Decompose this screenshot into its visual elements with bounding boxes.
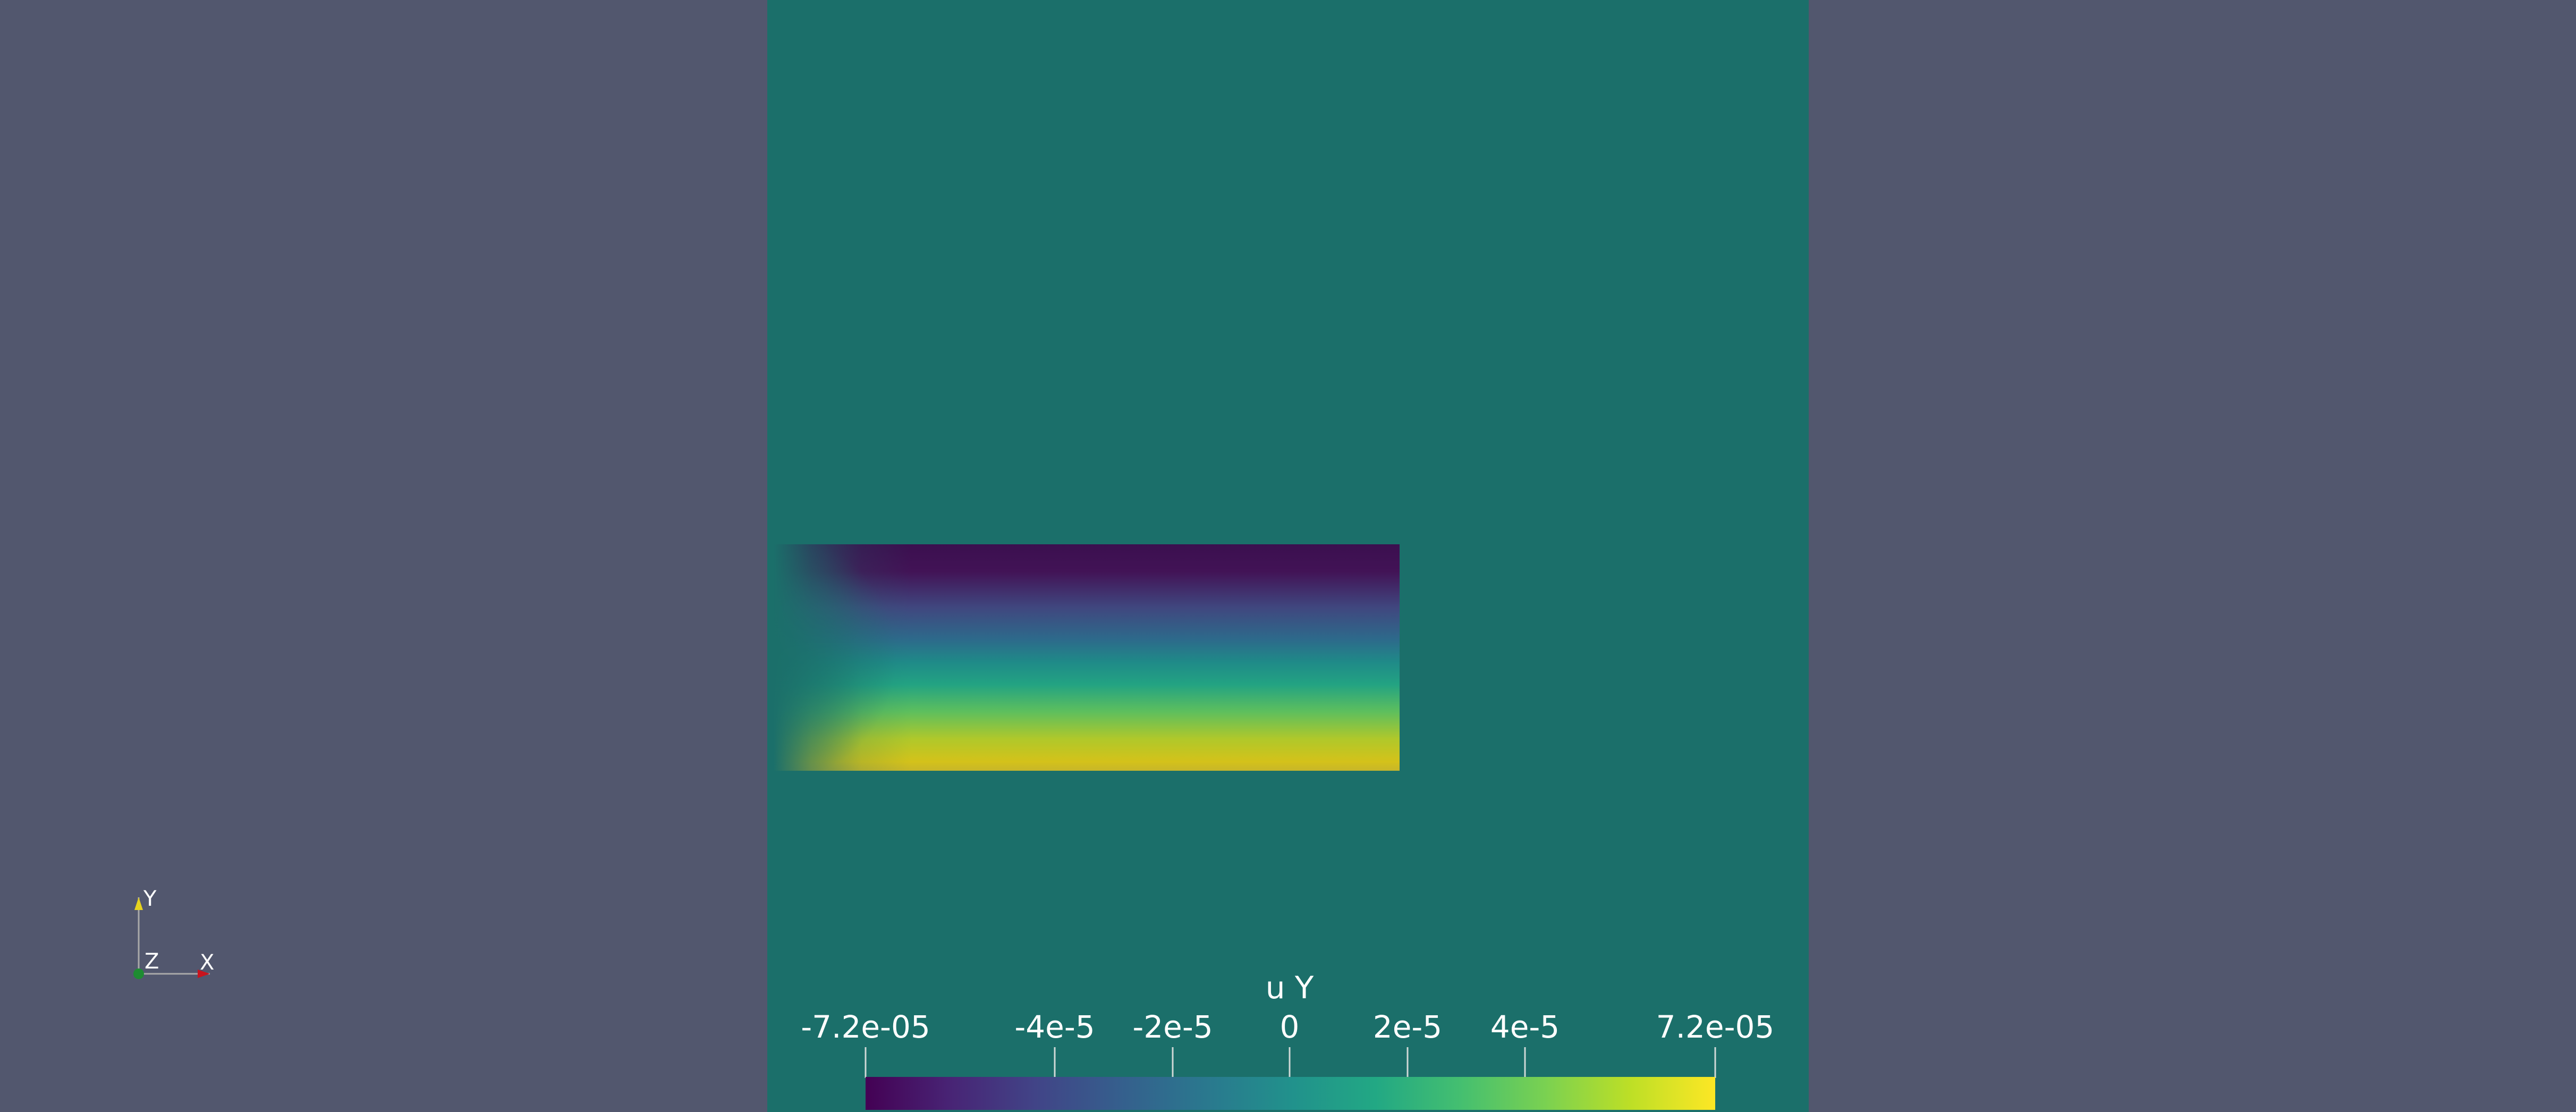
z-axis-label: Z [145,949,159,974]
orientation-axes[interactable]: Y Z X [117,887,234,993]
z-axis-dot-icon [133,968,144,979]
orientation-axes-svg [133,897,210,979]
y-axis-label: Y [143,887,157,911]
displacement-field-region [774,544,1400,771]
displacement-field-svg [774,544,1400,771]
x-axis-arrow-icon [198,970,210,978]
y-axis-arrow-icon [134,897,143,910]
x-axis-label: X [200,950,215,975]
